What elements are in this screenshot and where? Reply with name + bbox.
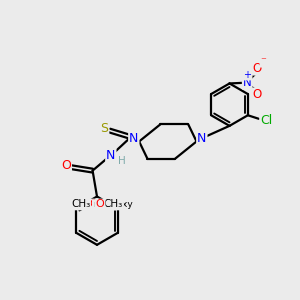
- Text: CH₃: CH₃: [104, 200, 123, 209]
- Text: Cl: Cl: [260, 114, 272, 127]
- Text: N: N: [129, 132, 139, 145]
- Text: CH₃: CH₃: [71, 200, 90, 209]
- Text: O: O: [61, 159, 71, 172]
- Text: +: +: [243, 70, 251, 80]
- Text: O: O: [252, 88, 262, 101]
- Text: N: N: [197, 132, 206, 145]
- Text: O: O: [96, 200, 105, 209]
- Text: N: N: [243, 76, 251, 89]
- Text: H: H: [118, 156, 126, 166]
- Text: methoxy: methoxy: [93, 200, 133, 209]
- Text: N: N: [106, 149, 116, 162]
- Text: ⁻: ⁻: [260, 57, 266, 67]
- Text: S: S: [100, 122, 108, 135]
- Text: O: O: [252, 61, 262, 75]
- Text: O: O: [89, 200, 98, 209]
